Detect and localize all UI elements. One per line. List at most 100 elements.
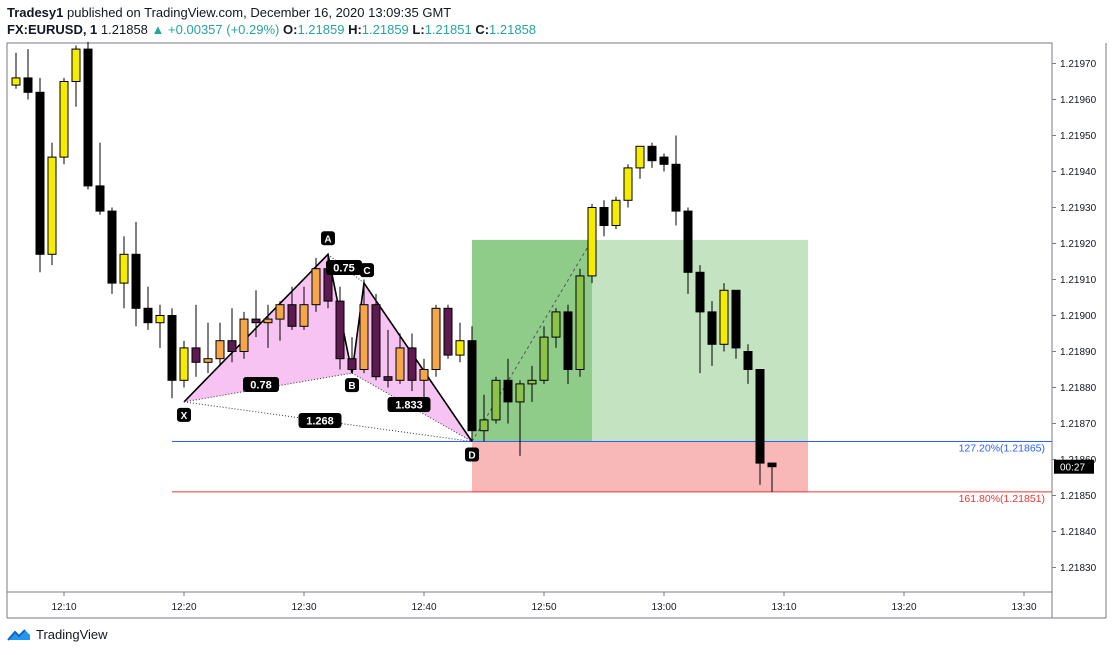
candle: [551, 308, 561, 348]
pattern-ratio-line: [183, 401, 473, 442]
candle: [407, 333, 417, 392]
candle-body: [635, 145, 645, 169]
y-tick-label: 1.21870: [1060, 419, 1097, 430]
candle-body: [683, 210, 693, 273]
candle-body: [659, 156, 669, 165]
candle-body: [143, 307, 153, 324]
x-tick-label: 12:30: [291, 602, 316, 613]
candle: [599, 200, 609, 237]
candle: [395, 333, 405, 384]
candle: [359, 279, 369, 374]
symbol-info-bar: FX:EURUSD, 1 1.21858 ▲ +0.00357 (+0.29%)…: [7, 22, 536, 37]
candle: [635, 145, 645, 179]
low-label: L:: [412, 22, 425, 37]
loss-zone: [472, 441, 808, 492]
footer-brand[interactable]: TradingView: [7, 627, 108, 642]
candle: [611, 196, 621, 230]
candle-body: [743, 351, 753, 370]
current-price-tag: [1054, 459, 1094, 474]
fib-level-label: 127.20%(1.21865): [959, 443, 1045, 455]
pattern-point-bg: [177, 407, 191, 422]
candle-body: [191, 347, 201, 363]
candle-body: [455, 340, 465, 356]
candle: [467, 326, 477, 442]
candle-body: [167, 315, 177, 381]
author-name[interactable]: Tradesy1: [7, 5, 64, 20]
candle-body: [575, 275, 585, 370]
candle-body: [347, 358, 357, 371]
candle: [767, 462, 777, 492]
candle-body: [131, 253, 141, 309]
candle-body: [155, 315, 165, 324]
candle-body: [695, 271, 705, 313]
candle-body: [563, 311, 573, 370]
candle: [683, 207, 693, 294]
x-tick-label: 13:10: [771, 602, 796, 613]
x-tick-label: 13:20: [891, 602, 916, 613]
candle: [167, 308, 177, 399]
candle: [527, 365, 537, 402]
open-value: 1.21859: [297, 22, 345, 37]
price-chart[interactable]: 1.21970 1.21960 1.21950 1.21940 1.21930 1.219…: [0, 0, 1112, 622]
candle-body: [419, 369, 429, 381]
candle: [743, 344, 753, 384]
candle: [659, 153, 669, 172]
candle-body: [515, 383, 525, 403]
x-tick-label: 12:50: [531, 602, 556, 613]
candle: [95, 142, 105, 215]
candle: [335, 286, 345, 370]
candle-body: [11, 77, 21, 86]
x-tick-label: 12:40: [411, 602, 436, 613]
candle: [263, 304, 273, 348]
candle-body: [23, 77, 33, 93]
candle-body: [335, 300, 345, 360]
candle-body: [71, 48, 81, 82]
y-tick-label: 1.21960: [1060, 95, 1097, 106]
candle-body: [179, 347, 189, 381]
close-value: 1.21858: [489, 22, 537, 37]
candle-body: [479, 419, 489, 432]
candle-body: [671, 163, 681, 212]
candle: [503, 358, 513, 424]
candle: [119, 236, 129, 309]
candle-body: [371, 304, 381, 378]
candle: [11, 52, 21, 89]
y-tick-label: 1.21970: [1060, 59, 1097, 70]
last-price: 1.21858: [100, 22, 148, 37]
candle-body: [383, 376, 393, 381]
candle: [647, 142, 657, 168]
candle-body: [623, 167, 633, 201]
y-tick-label: 1.21880: [1060, 383, 1097, 394]
candle: [707, 301, 717, 366]
candle-body: [263, 318, 273, 324]
candle-body: [47, 156, 57, 255]
ratio-label-bg: [387, 397, 431, 412]
candle: [71, 45, 81, 107]
candle: [671, 135, 681, 226]
y-tick-label: 1.21930: [1060, 203, 1097, 214]
candle: [623, 164, 633, 208]
y-tick-label: 1.21950: [1060, 131, 1097, 142]
candle: [275, 301, 285, 341]
high-value: 1.21859: [361, 22, 409, 37]
candle-body: [95, 185, 105, 212]
candle: [59, 77, 69, 165]
ratio-label-bg: [243, 377, 279, 392]
y-tick-label: 1.21830: [1060, 563, 1097, 574]
candle-body: [647, 145, 657, 162]
x-tick-label: 12:10: [51, 602, 76, 613]
candle: [239, 311, 249, 359]
ratio-label: 1.833: [395, 400, 423, 412]
candle: [143, 286, 153, 330]
candle-body: [767, 462, 777, 468]
candle-body: [707, 311, 717, 345]
candle: [83, 41, 93, 190]
candle-body: [203, 358, 213, 363]
price-change: +0.00357 (+0.29%): [168, 22, 280, 37]
publish-text: published on TradingView.com, December 1…: [67, 5, 452, 20]
pattern-point-label: A: [324, 234, 331, 245]
candle-body: [755, 369, 765, 464]
y-tick-label: 1.21920: [1060, 239, 1097, 250]
candle-body: [395, 347, 405, 381]
candle: [719, 283, 729, 352]
